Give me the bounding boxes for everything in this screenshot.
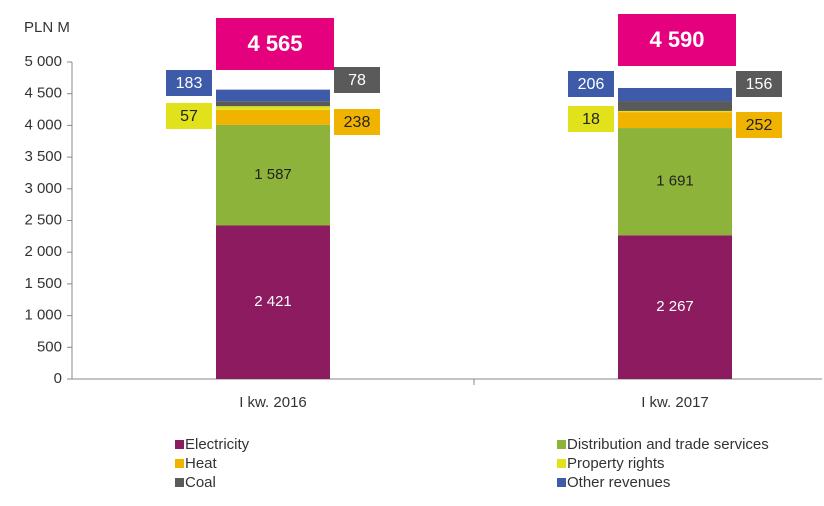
bar-segment bbox=[618, 110, 732, 113]
value-label-box bbox=[166, 70, 212, 96]
legend-swatch bbox=[557, 440, 566, 449]
value-label: 252 bbox=[746, 117, 773, 134]
x-tick-label: I kw. 2016 bbox=[239, 394, 307, 411]
value-label: 18 bbox=[582, 111, 600, 128]
value-label-box bbox=[568, 71, 614, 97]
value-label: 57 bbox=[180, 108, 198, 125]
value-label: 2 421 bbox=[254, 293, 292, 310]
value-label-box bbox=[568, 106, 614, 132]
value-label-box bbox=[334, 67, 380, 93]
value-label-box bbox=[334, 109, 380, 135]
value-label-box bbox=[736, 112, 782, 138]
y-tick-label: 1 500 bbox=[24, 275, 62, 292]
legend-swatch bbox=[175, 459, 184, 468]
bar-segment bbox=[216, 124, 330, 226]
bar-segment bbox=[216, 225, 330, 379]
legend-label: Electricity bbox=[185, 436, 250, 453]
bar-segment bbox=[216, 89, 330, 102]
bar-segment bbox=[618, 112, 732, 129]
y-tick-label: 4 000 bbox=[24, 116, 62, 133]
y-tick-label: 3 000 bbox=[24, 180, 62, 197]
bar-segment bbox=[216, 101, 330, 107]
bar-segment bbox=[216, 106, 330, 110]
bar-segment bbox=[216, 109, 330, 125]
total-box bbox=[216, 18, 334, 70]
legend-label: Other revenues bbox=[567, 474, 670, 491]
y-tick-label: 4 500 bbox=[24, 85, 62, 102]
legend-swatch bbox=[175, 478, 184, 487]
y-tick-label: 0 bbox=[54, 370, 62, 387]
value-label-box bbox=[166, 103, 212, 129]
y-tick-label: 3 500 bbox=[24, 148, 62, 165]
y-tick-label: 2 500 bbox=[24, 211, 62, 228]
legend-label: Property rights bbox=[567, 455, 665, 472]
total-label: 4 590 bbox=[649, 27, 704, 52]
legend-swatch bbox=[557, 459, 566, 468]
value-label: 78 bbox=[348, 72, 366, 89]
bar-segment bbox=[618, 128, 732, 236]
legend-label: Coal bbox=[185, 474, 216, 491]
total-label: 4 565 bbox=[247, 31, 302, 56]
value-label: 156 bbox=[746, 76, 773, 93]
value-label: 238 bbox=[344, 114, 371, 131]
value-label: 1 691 bbox=[656, 173, 694, 190]
legend-swatch bbox=[175, 440, 184, 449]
x-tick-label: I kw. 2017 bbox=[641, 394, 709, 411]
value-label: 206 bbox=[578, 76, 605, 93]
y-tick-label: 500 bbox=[37, 338, 62, 355]
value-label: 1 587 bbox=[254, 166, 292, 183]
y-tick-label: 2 000 bbox=[24, 243, 62, 260]
bar-segment bbox=[618, 235, 732, 379]
value-label: 2 267 bbox=[656, 298, 694, 315]
legend-swatch bbox=[557, 478, 566, 487]
total-box bbox=[618, 14, 736, 66]
bar-segment bbox=[618, 87, 732, 102]
value-label: 183 bbox=[176, 75, 203, 92]
legend-label: Distribution and trade services bbox=[567, 436, 769, 453]
value-label-box bbox=[736, 71, 782, 97]
y-unit: PLN M bbox=[24, 19, 70, 36]
bar-segment bbox=[618, 101, 732, 111]
y-tick-label: 1 000 bbox=[24, 307, 62, 324]
legend-label: Heat bbox=[185, 455, 218, 472]
y-tick-label: 5 000 bbox=[24, 53, 62, 70]
